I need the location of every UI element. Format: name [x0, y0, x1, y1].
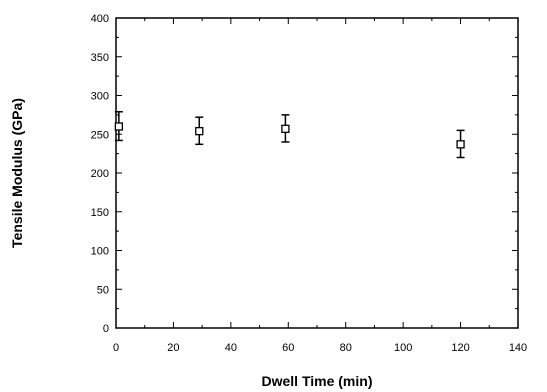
square-marker	[195, 127, 204, 136]
plot-area-frame	[115, 17, 519, 329]
y-tick-label: 150	[91, 207, 109, 219]
x-tick-label: 40	[225, 342, 237, 354]
square-marker	[114, 122, 124, 131]
y-tick-label: 200	[91, 168, 109, 180]
y-tick-label: 300	[91, 91, 109, 103]
y-tick-label: 250	[91, 129, 109, 141]
x-tick-label: 60	[282, 342, 294, 354]
x-tick-label: 100	[394, 342, 412, 354]
y-tick-label: 400	[91, 13, 109, 25]
y-axis-title: Tensile Modulus (GPa)	[9, 98, 25, 248]
data-point	[281, 114, 290, 143]
x-axis-title: Dwell Time (min)	[262, 373, 373, 389]
x-tick-label: 20	[167, 342, 179, 354]
y-axis: 0 50 100 150 200 250 300 350 400	[91, 13, 518, 335]
y-tick-label: 350	[91, 52, 109, 64]
y-tick-label: 100	[91, 246, 109, 258]
data-point	[456, 129, 465, 159]
x-tick-label: 120	[451, 342, 469, 354]
y-tick-label: 50	[97, 284, 109, 296]
x-axis: 0 20 40 60 80 100 120 140	[113, 18, 527, 354]
x-tick-label: 80	[340, 342, 352, 354]
x-tick-label: 0	[113, 342, 119, 354]
data-point	[195, 116, 204, 146]
data-point	[114, 111, 124, 142]
y-tick-label: 0	[103, 323, 109, 335]
square-marker	[456, 140, 465, 149]
x-tick-label: 140	[509, 342, 527, 354]
square-marker	[281, 124, 290, 133]
data-points	[114, 111, 465, 159]
